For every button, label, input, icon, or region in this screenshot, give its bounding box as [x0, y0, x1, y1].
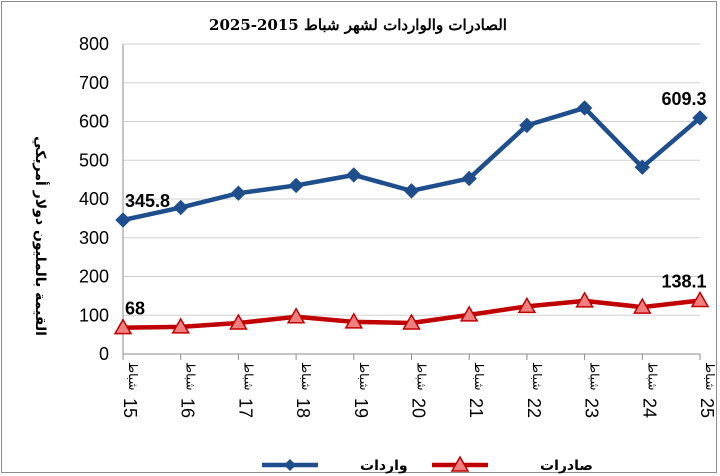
data-point: [288, 177, 304, 194]
series-group: [113, 100, 710, 335]
x-tick-word: شباط: [126, 362, 140, 390]
x-tick-label: شباط 18: [293, 362, 313, 418]
y-tick-label: 600: [79, 112, 109, 132]
data-point: [459, 305, 479, 322]
x-tick-number: 24: [639, 398, 659, 418]
x-tick-label: شباط 17: [235, 362, 255, 418]
x-tick-number: 18: [293, 398, 313, 418]
data-point: [690, 290, 710, 308]
legend-marker-1: [450, 455, 470, 472]
x-tick-number: 20: [409, 398, 429, 418]
data-point: [172, 199, 189, 216]
legend-label-1: صادرات: [540, 458, 593, 474]
data-labels: 345.8 609.3 68 138.1: [125, 89, 707, 319]
data-point: [576, 100, 593, 116]
data-point: [113, 318, 133, 335]
x-tick-number: 23: [582, 398, 602, 418]
data-point: [403, 183, 420, 199]
x-tick-label: شباط 19: [351, 362, 371, 418]
data-point: [692, 110, 708, 126]
data-label: 609.3: [661, 89, 706, 109]
data-point: [346, 167, 362, 183]
x-tick-label: شباط 25: [697, 362, 717, 418]
x-tick-label: شباط 21: [466, 362, 486, 418]
legend-marker-0: [284, 459, 296, 471]
data-point: [517, 296, 537, 314]
legend-label-0: واردات: [360, 458, 408, 474]
x-tick-label: شباط 24: [639, 362, 659, 418]
x-tick-word: شباط: [241, 362, 255, 390]
x-tick-number: 17: [235, 398, 255, 418]
data-label: 68: [125, 299, 145, 319]
x-tick-word: شباط: [299, 362, 313, 390]
grid-lines: [122, 43, 700, 355]
x-tick-word: شباط: [703, 362, 717, 390]
x-tick-word: شباط: [357, 362, 371, 390]
data-point: [286, 307, 306, 324]
x-tick-label: شباط 16: [178, 362, 198, 418]
x-tick-word: شباط: [645, 362, 659, 390]
y-tick-label: 100: [79, 305, 109, 325]
data-label: 345.8: [125, 191, 170, 211]
data-point: [633, 297, 652, 314]
data-point: [575, 291, 594, 308]
x-tick-number: 22: [524, 398, 544, 418]
data-label: 138.1: [661, 271, 706, 291]
x-tick-label: شباط 15: [120, 362, 140, 418]
data-point: [230, 185, 247, 201]
y-tick-label: 0: [99, 344, 109, 364]
x-tick-label: شباط 20: [409, 362, 429, 418]
series-line-0: [122, 105, 702, 223]
y-tick-label: 700: [79, 73, 109, 93]
data-point: [402, 313, 421, 330]
x-tick-number: 16: [178, 398, 198, 418]
x-tick-word: شباط: [472, 362, 486, 390]
x-tick-label: شباط 22: [524, 362, 544, 418]
y-tick-label: 400: [79, 189, 109, 209]
x-tick-word: شباط: [184, 362, 198, 390]
y-tick-label: 800: [79, 34, 109, 54]
data-point: [344, 312, 364, 329]
data-point: [461, 170, 477, 187]
chart-title: الصادرات والواردات لشهر شباط 2015-2025: [209, 16, 507, 34]
x-tick-label: شباط 23: [582, 362, 602, 418]
y-axis-ticks: 0 100 200 300 400 500 600 700 800: [79, 34, 109, 364]
x-tick-word: شباط: [415, 362, 429, 390]
data-point: [519, 117, 535, 134]
x-tick-number: 19: [351, 398, 371, 418]
data-point: [634, 159, 651, 175]
x-tick-number: 21: [466, 398, 486, 418]
x-tick-word: شباط: [588, 362, 602, 390]
x-tick-word: شباط: [530, 362, 544, 390]
y-tick-label: 500: [79, 150, 109, 170]
data-point: [171, 317, 190, 334]
x-axis-ticks: شباط15شباط16شباط17شباط18شباط19شباط20شباط…: [120, 354, 717, 418]
data-point: [115, 212, 131, 228]
y-tick-label: 200: [79, 267, 109, 287]
legend: واردات صادرات: [262, 455, 593, 474]
x-tick-number: 25: [697, 398, 717, 418]
y-tick-label: 300: [79, 228, 109, 248]
data-point: [229, 313, 248, 330]
x-tick-number: 15: [120, 398, 140, 418]
y-axis-label: القيمة بالمليون دولار أمريكي: [32, 136, 50, 336]
